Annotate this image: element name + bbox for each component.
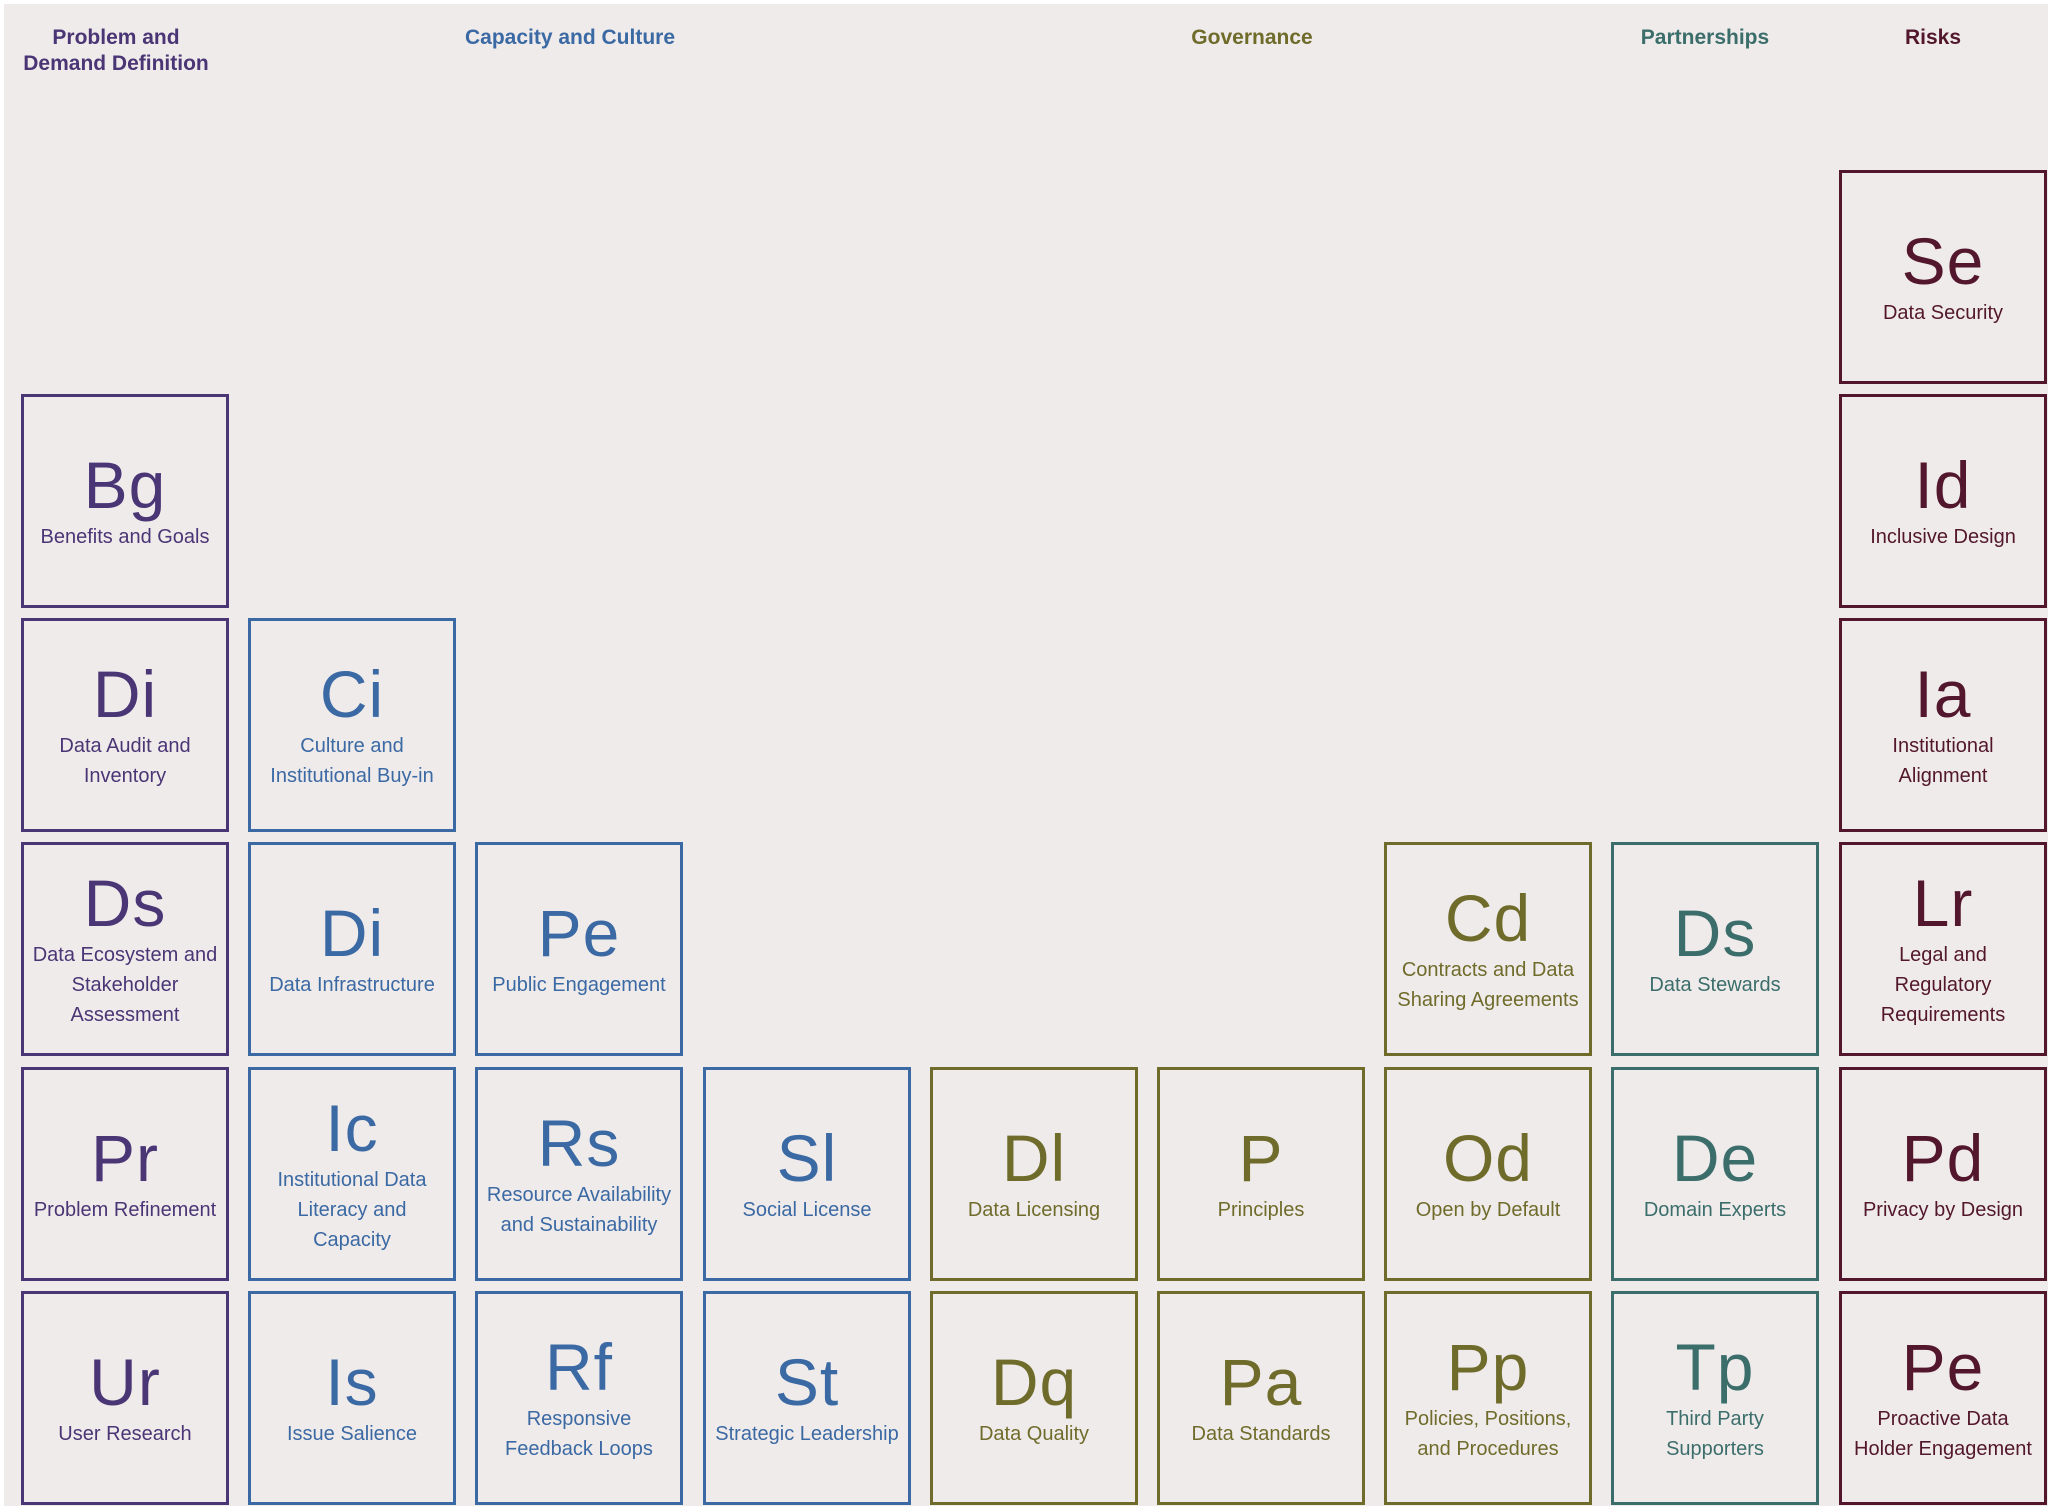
element-name: Issue Salience — [286, 1423, 418, 1445]
element-tile-pe: Pe Public Engagement — [475, 842, 683, 1056]
category-header-risks: Risks — [1904, 26, 1962, 49]
element-name: Public Engagement — [492, 974, 666, 996]
element-tile-dl: Dl Data Licensing — [930, 1067, 1138, 1281]
element-symbol: Pe — [537, 896, 621, 970]
element-name: Institutional Data Literacy and Capacity — [277, 1169, 427, 1251]
element-name: Data Quality — [978, 1423, 1090, 1445]
element-tile-pp: Pp Policies, Positions, and Procedures — [1384, 1291, 1592, 1505]
element-symbol: Lr — [1912, 866, 1974, 940]
element-name: Policies, Positions, and Procedures — [1404, 1408, 1572, 1460]
element-name: Data Audit and Inventory — [59, 735, 191, 787]
element-tile-pe: Pe Proactive Data Holder Engagement — [1839, 1291, 2047, 1505]
element-symbol: Ur — [89, 1345, 161, 1419]
element-symbol: Tp — [1675, 1330, 1755, 1404]
element-tile-rf: Rf Responsive Feedback Loops — [475, 1291, 683, 1505]
element-tile-se: Se Data Security — [1839, 170, 2047, 384]
element-symbol: Se — [1901, 224, 1985, 298]
element-symbol: Dq — [990, 1345, 1078, 1419]
category-header-capacity: Capacity and Culture — [464, 26, 676, 49]
element-tile-rs: Rs Resource Availability and Sustainabili… — [475, 1067, 683, 1281]
element-symbol: Ic — [325, 1091, 379, 1165]
element-symbol: Pa — [1219, 1345, 1303, 1419]
element-symbol: Ds — [1673, 896, 1757, 970]
element-tile-id: Id Inclusive Design — [1839, 394, 2047, 608]
element-tile-de: De Domain Experts — [1611, 1067, 1819, 1281]
element-tile-ia: Ia Institutional Alignment — [1839, 618, 2047, 832]
element-tile-pr: Pr Problem Refinement — [21, 1067, 229, 1281]
element-symbol: Di — [92, 657, 158, 731]
element-name: Resource Availability and Sustainability — [486, 1184, 672, 1236]
element-tile-tp: Tp Third Party Supporters — [1611, 1291, 1819, 1505]
element-symbol: Sl — [776, 1121, 838, 1195]
element-symbol: St — [774, 1345, 840, 1419]
element-tile-di: Di Data Infrastructure — [248, 842, 456, 1056]
element-tile-lr: Lr Legal and Regulatory Requirements — [1839, 842, 2047, 1056]
element-tile-is: Is Issue Salience — [248, 1291, 456, 1505]
element-name: Strategic Leadership — [715, 1423, 899, 1445]
element-name: Open by Default — [1415, 1199, 1561, 1221]
element-name: Legal and Regulatory Requirements — [1880, 944, 2006, 1026]
element-tile-st: St Strategic Leadership — [703, 1291, 911, 1505]
element-tile-ds: Ds Data Ecosystem and Stakeholder Assessm… — [21, 842, 229, 1056]
element-name: Data Ecosystem and Stakeholder Assessmen… — [32, 944, 218, 1026]
element-symbol: Pd — [1901, 1121, 1985, 1195]
element-tile-pa: Pa Data Standards — [1157, 1291, 1365, 1505]
element-symbol: Pe — [1901, 1330, 1985, 1404]
element-name: Data Standards — [1191, 1423, 1331, 1445]
element-symbol: Ci — [319, 657, 385, 731]
element-tile-dq: Dq Data Quality — [930, 1291, 1138, 1505]
element-symbol: Rf — [545, 1330, 613, 1404]
element-tile-di: Di Data Audit and Inventory — [21, 618, 229, 832]
element-name: Data Infrastructure — [269, 974, 435, 996]
category-header-governance: Governance — [1191, 26, 1313, 49]
element-name: Privacy by Design — [1862, 1199, 2024, 1221]
element-tile-pd: Pd Privacy by Design — [1839, 1067, 2047, 1281]
element-name: Data Security — [1882, 302, 2004, 324]
element-tile-ds: Ds Data Stewards — [1611, 842, 1819, 1056]
element-name: Domain Experts — [1643, 1199, 1787, 1221]
element-symbol: De — [1671, 1121, 1759, 1195]
element-symbol: Id — [1914, 448, 1972, 522]
element-name: Data Stewards — [1649, 974, 1781, 996]
element-name: Contracts and Data Sharing Agreements — [1397, 959, 1579, 1011]
element-name: Institutional Alignment — [1892, 735, 1994, 787]
element-name: Problem Refinement — [33, 1199, 217, 1221]
element-name: Culture and Institutional Buy-in — [270, 735, 434, 787]
element-symbol: Od — [1442, 1121, 1534, 1195]
element-name: Benefits and Goals — [40, 526, 210, 548]
element-name: Proactive Data Holder Engagement — [1854, 1408, 2032, 1460]
element-tile-ic: Ic Institutional Data Literacy and Capaci… — [248, 1067, 456, 1281]
element-tile-bg: Bg Benefits and Goals — [21, 394, 229, 608]
category-header-partnerships: Partnerships — [1640, 26, 1770, 49]
element-tile-ur: Ur User Research — [21, 1291, 229, 1505]
element-tile-ci: Ci Culture and Institutional Buy-in — [248, 618, 456, 832]
element-symbol: Pp — [1446, 1330, 1530, 1404]
element-tile-sl: Sl Social License — [703, 1067, 911, 1281]
element-tile-od: Od Open by Default — [1384, 1067, 1592, 1281]
element-symbol: Pr — [91, 1121, 159, 1195]
periodic-table: Problem and Demand Definition Capacity an… — [4, 4, 2048, 1506]
element-symbol: Di — [319, 896, 385, 970]
element-tile-cd: Cd Contracts and Data Sharing Agreements — [1384, 842, 1592, 1056]
element-symbol: Rs — [537, 1106, 621, 1180]
element-symbol: Ia — [1914, 657, 1972, 731]
element-symbol: Dl — [1001, 1121, 1067, 1195]
element-name: Inclusive Design — [1870, 526, 2016, 548]
element-symbol: Ds — [83, 866, 167, 940]
element-tile-p: P Principles — [1157, 1067, 1365, 1281]
category-header-problem: Problem and Demand Definition — [23, 26, 209, 75]
element-name: Responsive Feedback Loops — [505, 1408, 653, 1460]
element-name: Third Party Supporters — [1666, 1408, 1764, 1460]
element-symbol: P — [1238, 1121, 1284, 1195]
element-name: Data Licensing — [967, 1199, 1101, 1221]
element-symbol: Is — [325, 1345, 379, 1419]
element-symbol: Cd — [1444, 881, 1532, 955]
element-name: Principles — [1217, 1199, 1305, 1221]
element-symbol: Bg — [83, 448, 167, 522]
element-name: User Research — [58, 1423, 192, 1445]
element-name: Social License — [742, 1199, 872, 1221]
